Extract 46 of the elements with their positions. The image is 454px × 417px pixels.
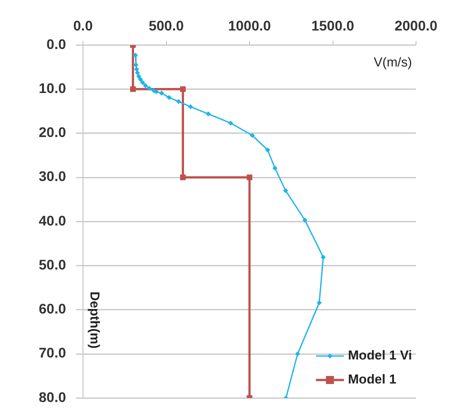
point	[228, 120, 234, 126]
point	[180, 86, 186, 92]
y-tick-label: 70.0	[38, 344, 66, 361]
point	[138, 76, 143, 82]
y-tick-label: 50.0	[38, 256, 66, 272]
point	[133, 62, 138, 68]
legend-label: Model 1	[348, 372, 396, 387]
y-axis-title: Depth(m)	[87, 291, 102, 349]
point	[134, 70, 140, 76]
point	[154, 89, 159, 94]
y-tick-label: 40.0	[38, 212, 66, 228]
point	[320, 254, 326, 260]
point	[206, 111, 211, 116]
y-tick-label: 10.0	[38, 80, 66, 96]
y-tick-label: 60.0	[38, 300, 66, 317]
point	[283, 188, 288, 194]
x-tick-label: 1000.0	[228, 17, 272, 34]
x-tick-label: 0.0	[73, 17, 93, 34]
point	[295, 351, 300, 356]
point	[146, 86, 152, 91]
y-tick-label: 20.0	[38, 124, 66, 140]
x-tick-label: 1500.0	[311, 17, 354, 34]
x-axis-title: V(m/s)	[374, 54, 412, 70]
point	[142, 83, 148, 88]
point	[246, 174, 252, 180]
x-tick-label: 500.0	[148, 17, 184, 34]
point	[134, 66, 140, 72]
point	[132, 52, 138, 58]
point	[188, 104, 194, 110]
x-tick-label: 2000.0	[394, 17, 438, 34]
point	[316, 300, 322, 306]
point	[180, 174, 186, 180]
point	[176, 98, 182, 104]
point	[136, 74, 142, 79]
point	[272, 166, 278, 171]
y-tick-label: 0.0	[46, 36, 66, 52]
point	[140, 80, 146, 86]
point	[130, 86, 136, 92]
point	[302, 218, 308, 223]
point	[159, 90, 164, 96]
point	[265, 148, 270, 153]
point	[250, 132, 255, 138]
point	[166, 95, 172, 100]
legend-label: Model 1 Vi	[348, 348, 412, 363]
y-tick-label: 30.0	[38, 168, 66, 184]
y-tick-label: 80.0	[38, 388, 66, 405]
